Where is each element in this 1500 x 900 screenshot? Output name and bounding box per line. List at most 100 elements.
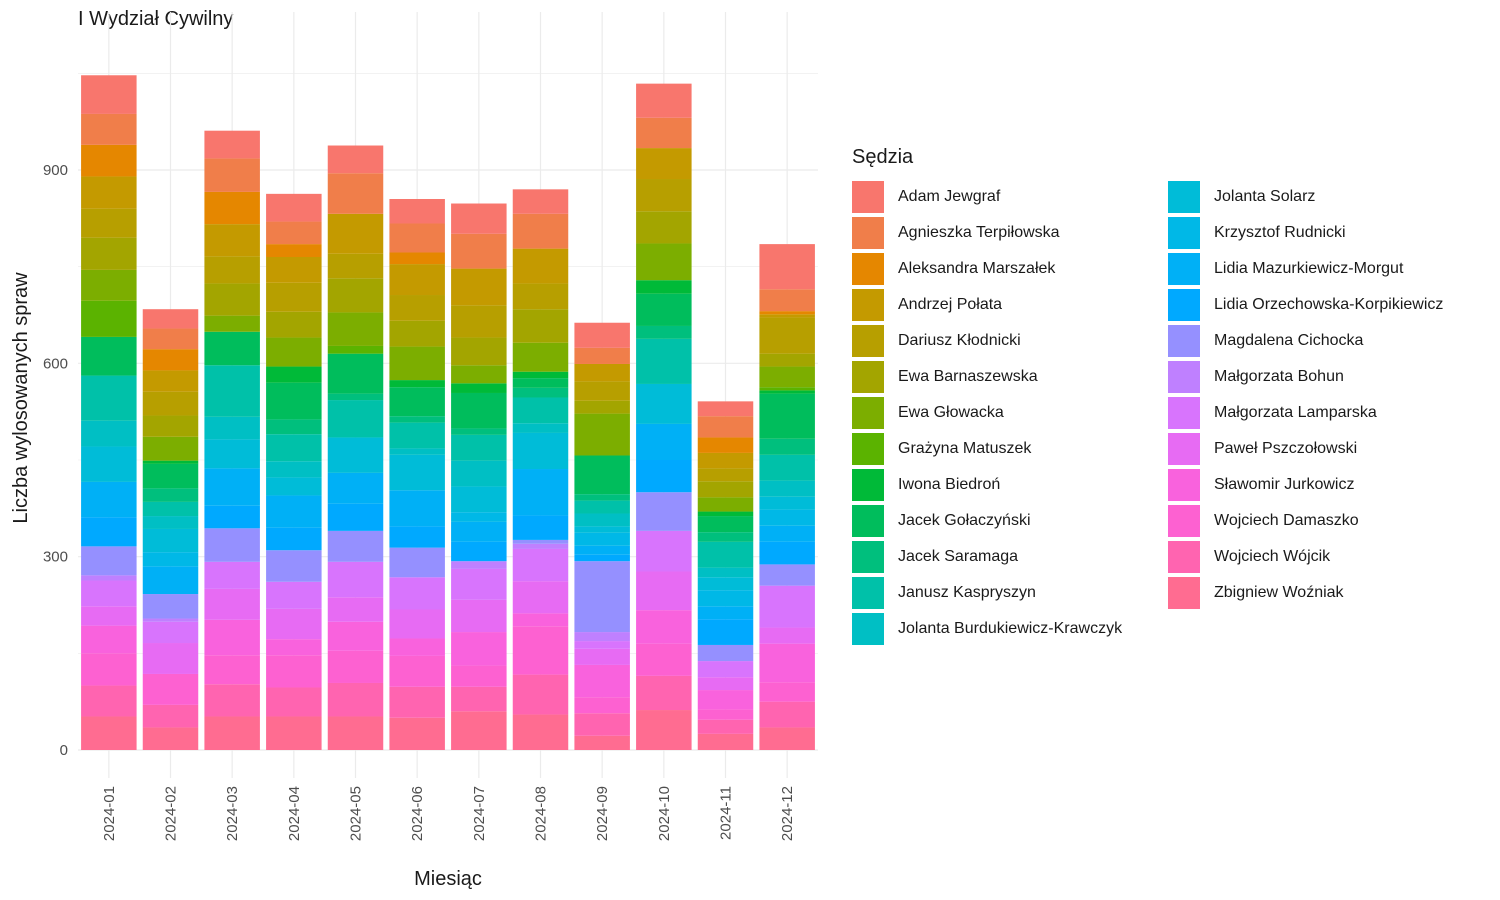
bar-segment bbox=[266, 527, 322, 551]
bar-segment bbox=[204, 439, 260, 469]
bar-segment bbox=[389, 416, 445, 423]
legend-key bbox=[852, 469, 884, 501]
bar-segment bbox=[512, 469, 569, 516]
bar-segment bbox=[451, 434, 507, 461]
bar-segment bbox=[697, 516, 754, 533]
x-tick-label: 2024-07 bbox=[471, 786, 488, 841]
bar-segment bbox=[266, 382, 322, 420]
legend-key bbox=[852, 541, 884, 573]
legend-label: Andrzej Połata bbox=[898, 296, 1003, 313]
bar-segment bbox=[451, 460, 507, 487]
bar-segment bbox=[142, 349, 199, 371]
bar-segment bbox=[142, 463, 199, 489]
bar-segment bbox=[327, 682, 384, 717]
bar-segment bbox=[204, 655, 260, 685]
bar-segment bbox=[512, 581, 569, 614]
bar-segment bbox=[81, 375, 137, 421]
bar-segment bbox=[204, 315, 260, 332]
x-tick-label: 2024-05 bbox=[348, 786, 365, 841]
bar-segment bbox=[266, 419, 322, 435]
bar-segment bbox=[142, 704, 199, 728]
bar-segment bbox=[451, 365, 507, 384]
bar-segment bbox=[512, 309, 569, 343]
bar-segment bbox=[451, 268, 507, 306]
bar-segment bbox=[266, 221, 322, 245]
bar-segment bbox=[266, 550, 322, 582]
bar-segment bbox=[81, 144, 137, 177]
bar-segment bbox=[389, 655, 445, 687]
y-tick-label: 300 bbox=[43, 549, 68, 566]
bar-segment bbox=[327, 621, 384, 651]
legend-key bbox=[852, 253, 884, 285]
bar-segment bbox=[759, 317, 815, 354]
bar-segment bbox=[759, 289, 815, 312]
bar-segment bbox=[266, 461, 322, 478]
bar-segment bbox=[451, 233, 507, 269]
bar-segment bbox=[697, 661, 754, 678]
x-tick-label: 2024-01 bbox=[101, 786, 118, 841]
bar-segment bbox=[574, 513, 630, 527]
legend-label: Jolanta Burdukiewicz-Krawczyk bbox=[898, 620, 1123, 637]
bar-segment bbox=[451, 383, 507, 393]
x-tick-label: 2024-02 bbox=[163, 786, 180, 841]
bar-segment bbox=[142, 309, 199, 329]
bar-segment bbox=[574, 648, 630, 665]
legend-label: Lidia Orzechowska-Korpikiewicz bbox=[1214, 296, 1444, 313]
bar-segment bbox=[204, 256, 260, 284]
bar-segment bbox=[512, 543, 569, 549]
legend-items: Adam Jewgraf Agnieszka Terpiłowska Aleksan… bbox=[852, 179, 1478, 647]
bar-segment bbox=[266, 687, 322, 717]
bar-segment bbox=[142, 727, 199, 750]
bar-segment bbox=[512, 423, 569, 433]
bar-segment bbox=[142, 643, 199, 674]
bar-segment bbox=[327, 213, 384, 254]
bar-segment bbox=[389, 454, 445, 491]
legend-label: Aleksandra Marszałek bbox=[898, 260, 1056, 277]
legend-label: Małgorzata Lamparska bbox=[1214, 404, 1377, 421]
legend-key bbox=[1168, 181, 1200, 213]
bar-segment bbox=[512, 397, 569, 424]
legend-item: Ewa Głowacka bbox=[852, 395, 1168, 431]
x-axis-ticks: 2024-01 2024-02 2024-03 2024-04 2024-05 2024-… bbox=[101, 786, 796, 841]
bar-segment bbox=[636, 643, 692, 676]
bar-segment bbox=[327, 561, 384, 598]
bar-segment bbox=[327, 173, 384, 214]
bar-segment bbox=[697, 719, 754, 734]
bar-segment bbox=[389, 577, 445, 610]
bar-segment bbox=[142, 415, 199, 437]
legend-key bbox=[1168, 469, 1200, 501]
legend-label: Jolanta Solarz bbox=[1214, 188, 1316, 205]
x-tick-label: 2024-10 bbox=[656, 786, 673, 841]
bar-segment bbox=[81, 446, 137, 482]
bar-segment bbox=[512, 378, 569, 388]
legend-item: Jacek Gołaczyński bbox=[852, 503, 1168, 539]
bar-segment bbox=[697, 401, 754, 417]
bar-segment bbox=[574, 363, 630, 382]
bar-segment bbox=[697, 481, 754, 498]
legend-key bbox=[1168, 433, 1200, 465]
bar-segment bbox=[697, 532, 754, 542]
bar-segment bbox=[759, 682, 815, 702]
bar-segment bbox=[636, 423, 692, 460]
bar-segment bbox=[512, 387, 569, 398]
legend-label: Grażyna Matuszek bbox=[898, 440, 1032, 457]
bar-segment bbox=[389, 295, 445, 321]
legend-key bbox=[1168, 217, 1200, 249]
bar-segment bbox=[574, 526, 630, 533]
legend-item: Krzysztof Rudnicki bbox=[1168, 215, 1478, 251]
legend-key bbox=[1168, 361, 1200, 393]
x-tick-label: 2024-11 bbox=[718, 786, 735, 840]
legend-item: Paweł Pszczołowski bbox=[1168, 431, 1478, 467]
bar-segment bbox=[204, 224, 260, 257]
bar-segment bbox=[142, 621, 199, 644]
x-axis-title: Miesiąc bbox=[414, 868, 482, 890]
bar-segment bbox=[512, 189, 569, 214]
legend-item: Lidia Orzechowska-Korpikiewicz bbox=[1168, 287, 1478, 323]
bar-segment bbox=[574, 455, 630, 495]
bar-segment bbox=[636, 383, 692, 424]
bar-segment bbox=[636, 280, 692, 294]
bar-segment bbox=[142, 370, 199, 392]
bar-segment bbox=[142, 391, 199, 416]
y-tick-label: 900 bbox=[43, 162, 68, 179]
legend-item: Andrzej Połata bbox=[852, 287, 1168, 323]
